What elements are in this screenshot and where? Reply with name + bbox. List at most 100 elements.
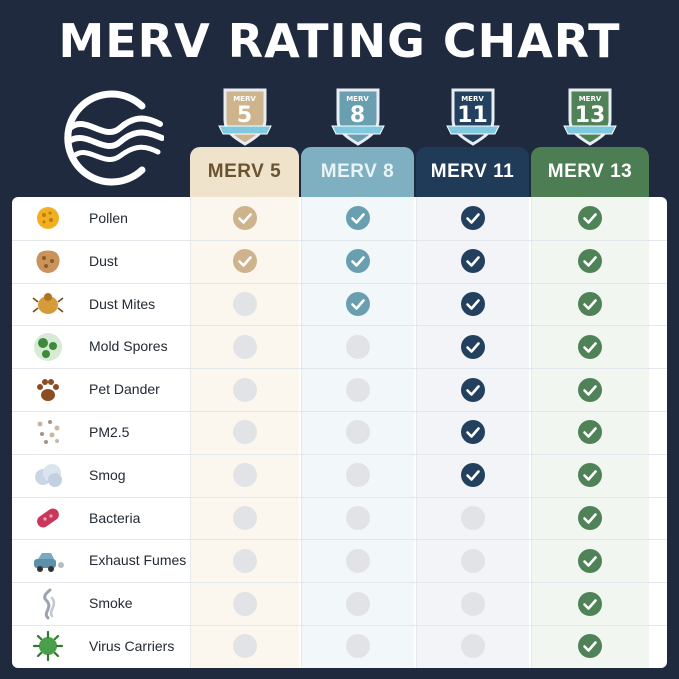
row-label: Virus Carriers [89, 638, 175, 654]
row-divider [12, 239, 667, 241]
merv-badge-11: MERV 11 [445, 86, 501, 148]
row-divider [12, 325, 667, 327]
row-label: Mold Spores [89, 338, 168, 355]
empty-circle-icon [345, 548, 370, 573]
table-row: Smoke [12, 582, 667, 625]
paw-print-icon [37, 378, 59, 401]
check-icon [578, 505, 602, 530]
row-label: Dust Mites [89, 295, 156, 312]
check-icon [578, 334, 602, 359]
row-label: Exhaust Fumes [89, 552, 187, 569]
check-icon [345, 249, 370, 274]
row-label: Bacteria [89, 509, 141, 526]
table-row: PM2.5 [12, 411, 667, 454]
merv-badge-13: MERV 13 [562, 86, 618, 148]
check-icon [460, 249, 485, 274]
check-icon [578, 463, 602, 488]
empty-circle-icon [460, 634, 485, 659]
empty-circle-icon [232, 634, 257, 659]
check-icon [578, 291, 602, 316]
dust-mite-icon [32, 292, 64, 314]
row-divider [12, 282, 667, 284]
column-header-merv-13: MERV 13 [531, 147, 649, 197]
empty-circle-icon [345, 334, 370, 359]
column-divider [301, 197, 302, 668]
column-header-merv-11: MERV 11 [416, 147, 529, 197]
merv-table: Pollen Dust Dust Mites Mold Spores Pet Dande… [12, 197, 667, 668]
pollen-icon [37, 207, 59, 230]
table-row: Pollen [12, 197, 667, 240]
dust-icon [36, 250, 60, 274]
empty-circle-icon [345, 591, 370, 616]
smoke-icon [43, 588, 56, 620]
merv-badge-label: MERV [461, 95, 484, 103]
car-exhaust-icon [34, 552, 64, 572]
table-row: Exhaust Fumes [12, 539, 667, 582]
row-divider [12, 582, 667, 584]
merv-badge-number: 8 [349, 103, 366, 128]
row-label: Smog [89, 466, 126, 483]
bacteria-icon [37, 508, 59, 528]
virus-icon [32, 631, 64, 662]
row-label: Pet Dander [89, 381, 160, 398]
row-divider [12, 368, 667, 370]
row-label: Pollen [89, 210, 128, 226]
check-icon [232, 206, 257, 231]
table-row: Dust [12, 239, 667, 283]
row-divider [12, 496, 667, 498]
table-row: Pet Dander [12, 368, 667, 411]
check-icon [578, 420, 602, 445]
mold-spores-icon [34, 332, 62, 361]
merv-badge-number: 11 [457, 103, 488, 128]
check-icon [460, 206, 485, 231]
check-icon [578, 249, 602, 274]
column-header-merv-5: MERV 5 [190, 147, 299, 197]
row-label: Dust [89, 252, 118, 269]
empty-circle-icon [460, 548, 485, 573]
table-row: Virus Carriers [12, 625, 667, 668]
merv-badge-number: 5 [236, 103, 253, 128]
empty-circle-icon [232, 291, 257, 316]
merv-badge-5: MERV 5 [217, 86, 273, 148]
check-icon [345, 291, 370, 316]
merv-badge-label: MERV [346, 95, 369, 103]
air-flow-logo-icon [64, 90, 164, 186]
check-icon [578, 634, 602, 659]
row-divider [12, 539, 667, 541]
row-label: PM2.5 [89, 424, 130, 440]
check-icon [345, 206, 370, 231]
table-row: Mold Spores [12, 325, 667, 368]
page-title: MERV RATING CHART [58, 14, 621, 68]
empty-circle-icon [232, 463, 257, 488]
check-icon [460, 377, 485, 402]
table-row: Smog [12, 453, 667, 497]
particles-icon [37, 420, 60, 445]
merv-badge-label: MERV [578, 95, 602, 103]
empty-circle-icon [460, 505, 485, 530]
empty-circle-icon [460, 591, 485, 616]
empty-circle-icon [232, 420, 257, 445]
check-icon [460, 420, 485, 445]
empty-circle-icon [232, 377, 257, 402]
empty-circle-icon [345, 505, 370, 530]
check-icon [232, 249, 257, 274]
merv-badge-8: MERV 8 [330, 86, 386, 148]
merv-badge-number: 13 [574, 103, 606, 128]
table-row: Bacteria [12, 496, 667, 540]
empty-circle-icon [232, 548, 257, 573]
check-icon [460, 334, 485, 359]
row-label: Smoke [89, 595, 133, 612]
empty-circle-icon [232, 334, 257, 359]
check-icon [578, 548, 602, 573]
check-icon [460, 291, 485, 316]
column-divider [531, 197, 532, 668]
empty-circle-icon [345, 463, 370, 488]
row-divider [12, 411, 667, 412]
check-icon [578, 206, 602, 231]
empty-circle-icon [232, 591, 257, 616]
check-icon [578, 377, 602, 402]
merv-badge-label: MERV [233, 95, 256, 103]
empty-circle-icon [345, 634, 370, 659]
row-divider [12, 453, 667, 455]
empty-circle-icon [232, 505, 257, 530]
